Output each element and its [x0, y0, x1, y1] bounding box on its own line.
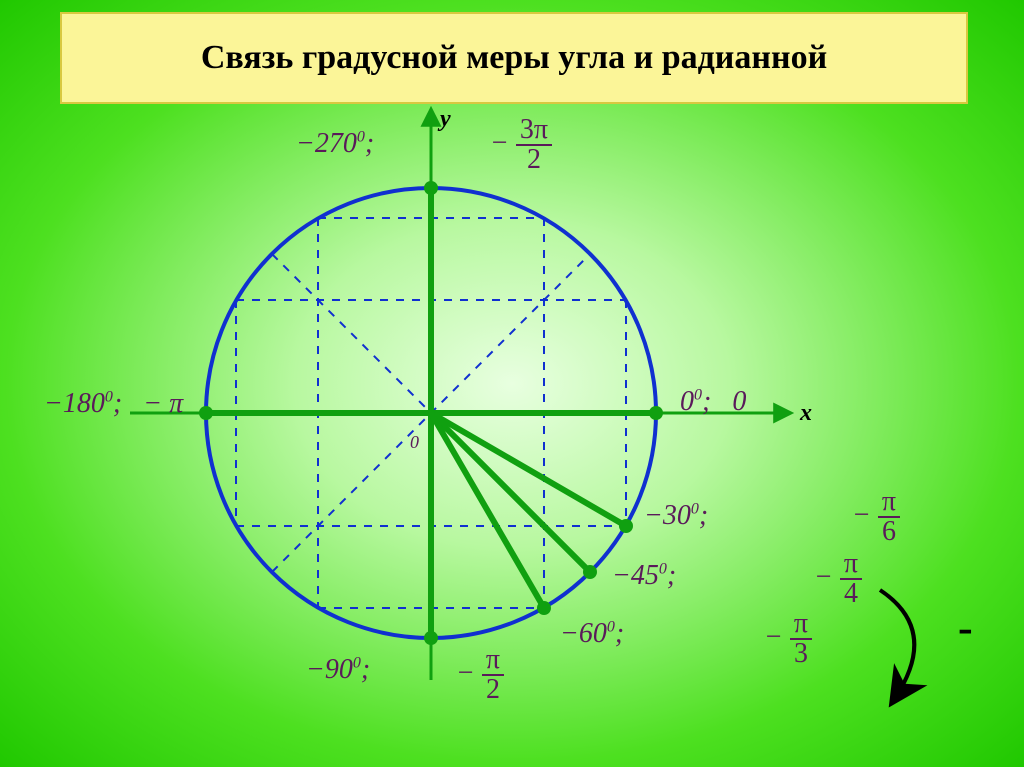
label-neg270-pi: − 3π2: [490, 116, 552, 174]
label-neg60-deg: −600;: [560, 618, 624, 650]
label-neg30-deg: −300;: [644, 500, 708, 532]
label-neg270-deg: −2700;: [296, 128, 374, 160]
label-neg90-deg: −900;: [306, 654, 370, 686]
y-axis-label: y: [440, 106, 451, 133]
label-neg180: −1800; − π: [44, 388, 183, 420]
label-neg60-pi: − π3: [764, 610, 812, 668]
label-0deg: 00; 0: [680, 386, 746, 418]
minus-sign: -: [958, 602, 973, 653]
origin-label: 0: [410, 432, 419, 453]
direction-arrow: [880, 590, 914, 698]
x-axis-label: x: [800, 400, 812, 427]
label-neg45-deg: −450;: [612, 560, 676, 592]
label-neg90-pi: − π2: [456, 646, 504, 704]
label-neg30-pi: − π6: [852, 488, 900, 546]
label-neg45-pi: − π4: [814, 550, 862, 608]
